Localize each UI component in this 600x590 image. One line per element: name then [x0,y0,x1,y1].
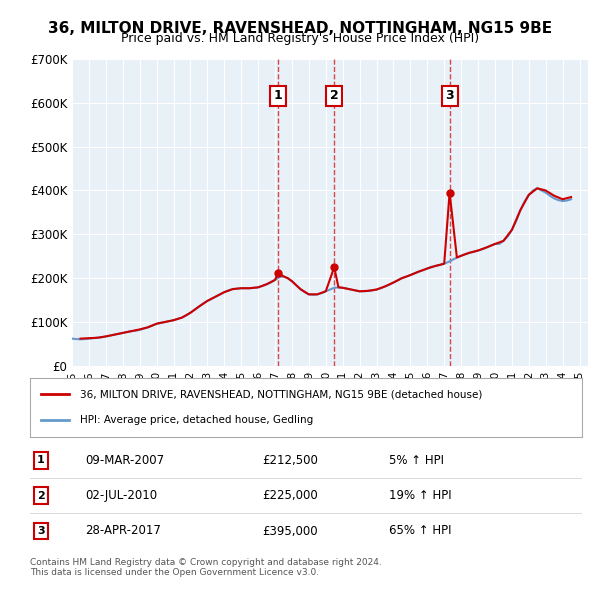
Text: £212,500: £212,500 [262,454,318,467]
Text: 19% ↑ HPI: 19% ↑ HPI [389,489,451,502]
Text: 5% ↑ HPI: 5% ↑ HPI [389,454,444,467]
Text: 36, MILTON DRIVE, RAVENSHEAD, NOTTINGHAM, NG15 9BE (detached house): 36, MILTON DRIVE, RAVENSHEAD, NOTTINGHAM… [80,389,482,399]
Text: 1: 1 [37,455,45,465]
Text: 09-MAR-2007: 09-MAR-2007 [85,454,164,467]
Text: HPI: Average price, detached house, Gedling: HPI: Average price, detached house, Gedl… [80,415,313,425]
Text: 28-APR-2017: 28-APR-2017 [85,525,161,537]
Text: £395,000: £395,000 [262,525,317,537]
Text: 3: 3 [37,526,45,536]
Text: £225,000: £225,000 [262,489,317,502]
Text: 36, MILTON DRIVE, RAVENSHEAD, NOTTINGHAM, NG15 9BE: 36, MILTON DRIVE, RAVENSHEAD, NOTTINGHAM… [48,21,552,35]
Text: 3: 3 [445,89,454,102]
Text: 2: 2 [37,491,45,500]
Text: Contains HM Land Registry data © Crown copyright and database right 2024.
This d: Contains HM Land Registry data © Crown c… [30,558,382,577]
Text: 02-JUL-2010: 02-JUL-2010 [85,489,157,502]
Text: 2: 2 [330,89,338,102]
Text: 65% ↑ HPI: 65% ↑ HPI [389,525,451,537]
Text: Price paid vs. HM Land Registry's House Price Index (HPI): Price paid vs. HM Land Registry's House … [121,32,479,45]
Text: 1: 1 [274,89,283,102]
